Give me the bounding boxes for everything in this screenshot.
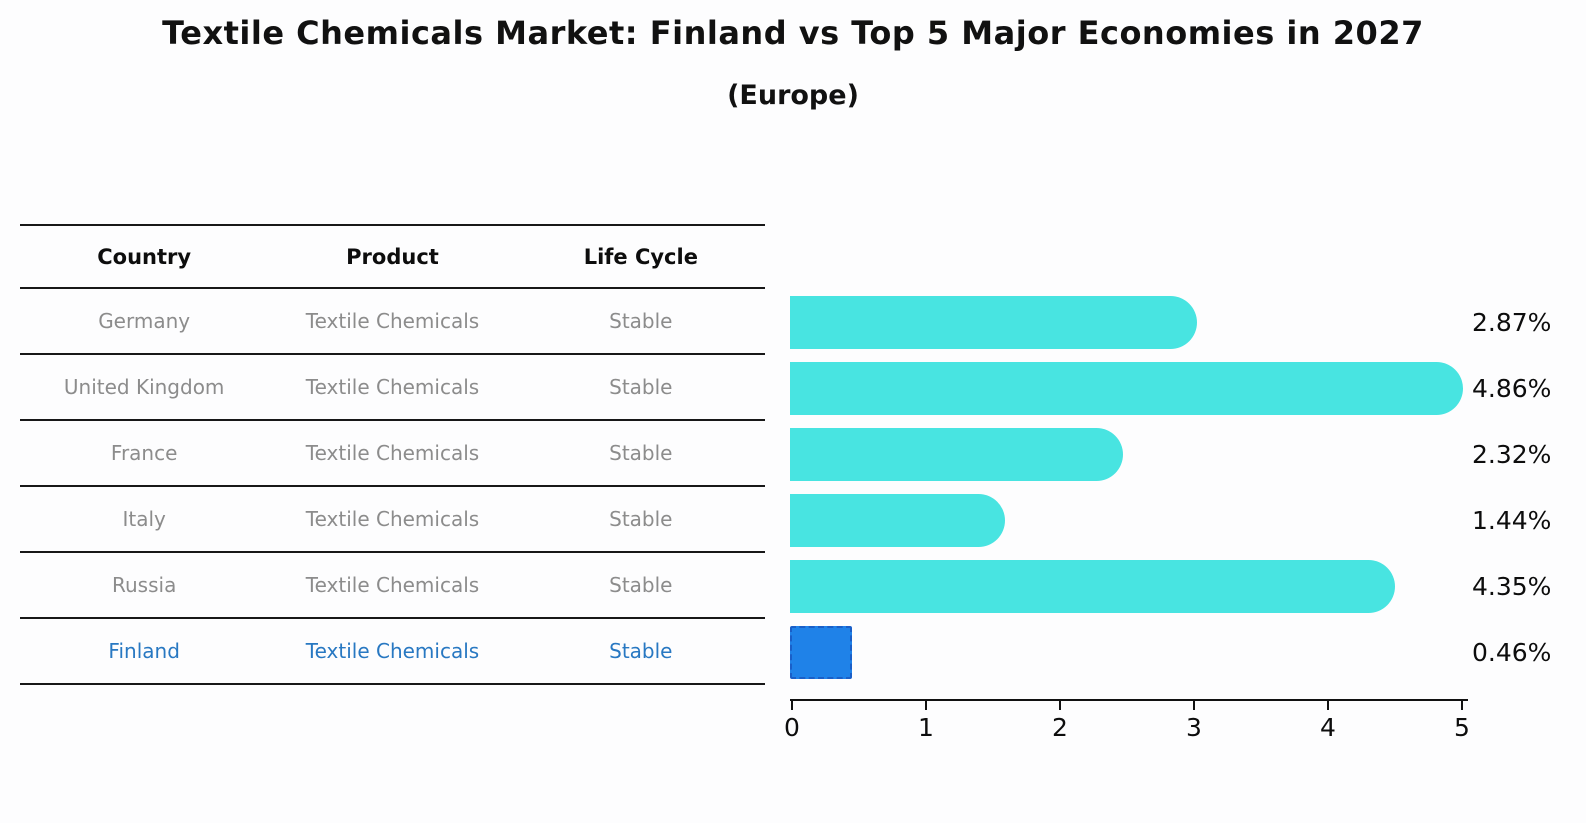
table-header-row: Country Product Life Cycle <box>20 224 765 289</box>
bar-russia <box>790 559 1395 613</box>
cell-country: Germany <box>98 309 191 333</box>
table-row-france: France Textile Chemicals Stable <box>20 421 765 487</box>
cell-country: United Kingdom <box>63 375 225 399</box>
cell-life-cycle: Stable <box>609 375 673 399</box>
bar-finland-highlighted <box>790 625 852 679</box>
table-row-germany: Germany Textile Chemicals Stable <box>20 289 765 355</box>
cell-product: Textile Chemicals <box>305 309 480 333</box>
x-axis-tick <box>791 701 793 710</box>
value-label-italy: 1.44% <box>1472 505 1552 535</box>
x-axis-tick-label: 5 <box>1454 713 1470 742</box>
x-axis-tick <box>925 701 927 710</box>
x-axis-tick <box>1059 701 1061 710</box>
cell-country: Finland <box>108 639 180 663</box>
cell-product: Textile Chemicals <box>305 639 480 663</box>
bar-france <box>790 427 1123 481</box>
value-label-finland: 0.46% <box>1472 637 1552 667</box>
x-axis-tick <box>1461 701 1463 710</box>
table-row-finland: Finland Textile Chemicals Stable <box>20 619 765 685</box>
cell-life-cycle: Stable <box>609 639 673 663</box>
page-title: Textile Chemicals Market: Finland vs Top… <box>162 14 1424 52</box>
x-axis: 0 1 2 3 4 5 <box>784 699 1470 747</box>
x-axis-tick-label: 4 <box>1320 713 1336 742</box>
bar-germany <box>790 295 1197 349</box>
column-header-life-cycle: Life Cycle <box>583 244 698 269</box>
table-row-italy: Italy Textile Chemicals Stable <box>20 487 765 553</box>
bar-italy <box>790 493 1005 547</box>
value-label-united-kingdom: 4.86% <box>1472 373 1552 403</box>
x-axis-tick-label: 2 <box>1052 713 1068 742</box>
cell-life-cycle: Stable <box>609 507 673 531</box>
x-axis-tick-label: 0 <box>784 713 800 742</box>
cell-life-cycle: Stable <box>609 309 673 333</box>
x-axis-tick <box>1193 701 1195 710</box>
value-label-france: 2.32% <box>1472 439 1552 469</box>
cell-country: Italy <box>122 507 166 531</box>
cell-life-cycle: Stable <box>609 573 673 597</box>
value-label-column: 2.87% 4.86% 2.32% 1.44% 4.35% 0.46% <box>1472 289 1584 685</box>
column-header-country: Country <box>97 244 192 269</box>
column-header-product: Product <box>346 244 439 269</box>
x-axis-tick-label: 3 <box>1186 713 1202 742</box>
bar-plot-area <box>790 289 1510 685</box>
table-row-united-kingdom: United Kingdom Textile Chemicals Stable <box>20 355 765 421</box>
country-table: Country Product Life Cycle Germany Texti… <box>20 224 765 685</box>
cell-product: Textile Chemicals <box>305 441 480 465</box>
x-axis-tick-label: 1 <box>918 713 934 742</box>
cell-product: Textile Chemicals <box>305 573 480 597</box>
cell-product: Textile Chemicals <box>305 375 480 399</box>
value-label-germany: 2.87% <box>1472 307 1552 337</box>
bar-united-kingdom <box>790 361 1464 415</box>
x-axis-tick <box>1327 701 1329 710</box>
cell-product: Textile Chemicals <box>305 507 480 531</box>
cell-country: Russia <box>112 573 177 597</box>
value-label-russia: 4.35% <box>1472 571 1552 601</box>
table-row-russia: Russia Textile Chemicals Stable <box>20 553 765 619</box>
page-subtitle: (Europe) <box>727 80 859 111</box>
cell-country: France <box>110 441 178 465</box>
cell-life-cycle: Stable <box>609 441 673 465</box>
